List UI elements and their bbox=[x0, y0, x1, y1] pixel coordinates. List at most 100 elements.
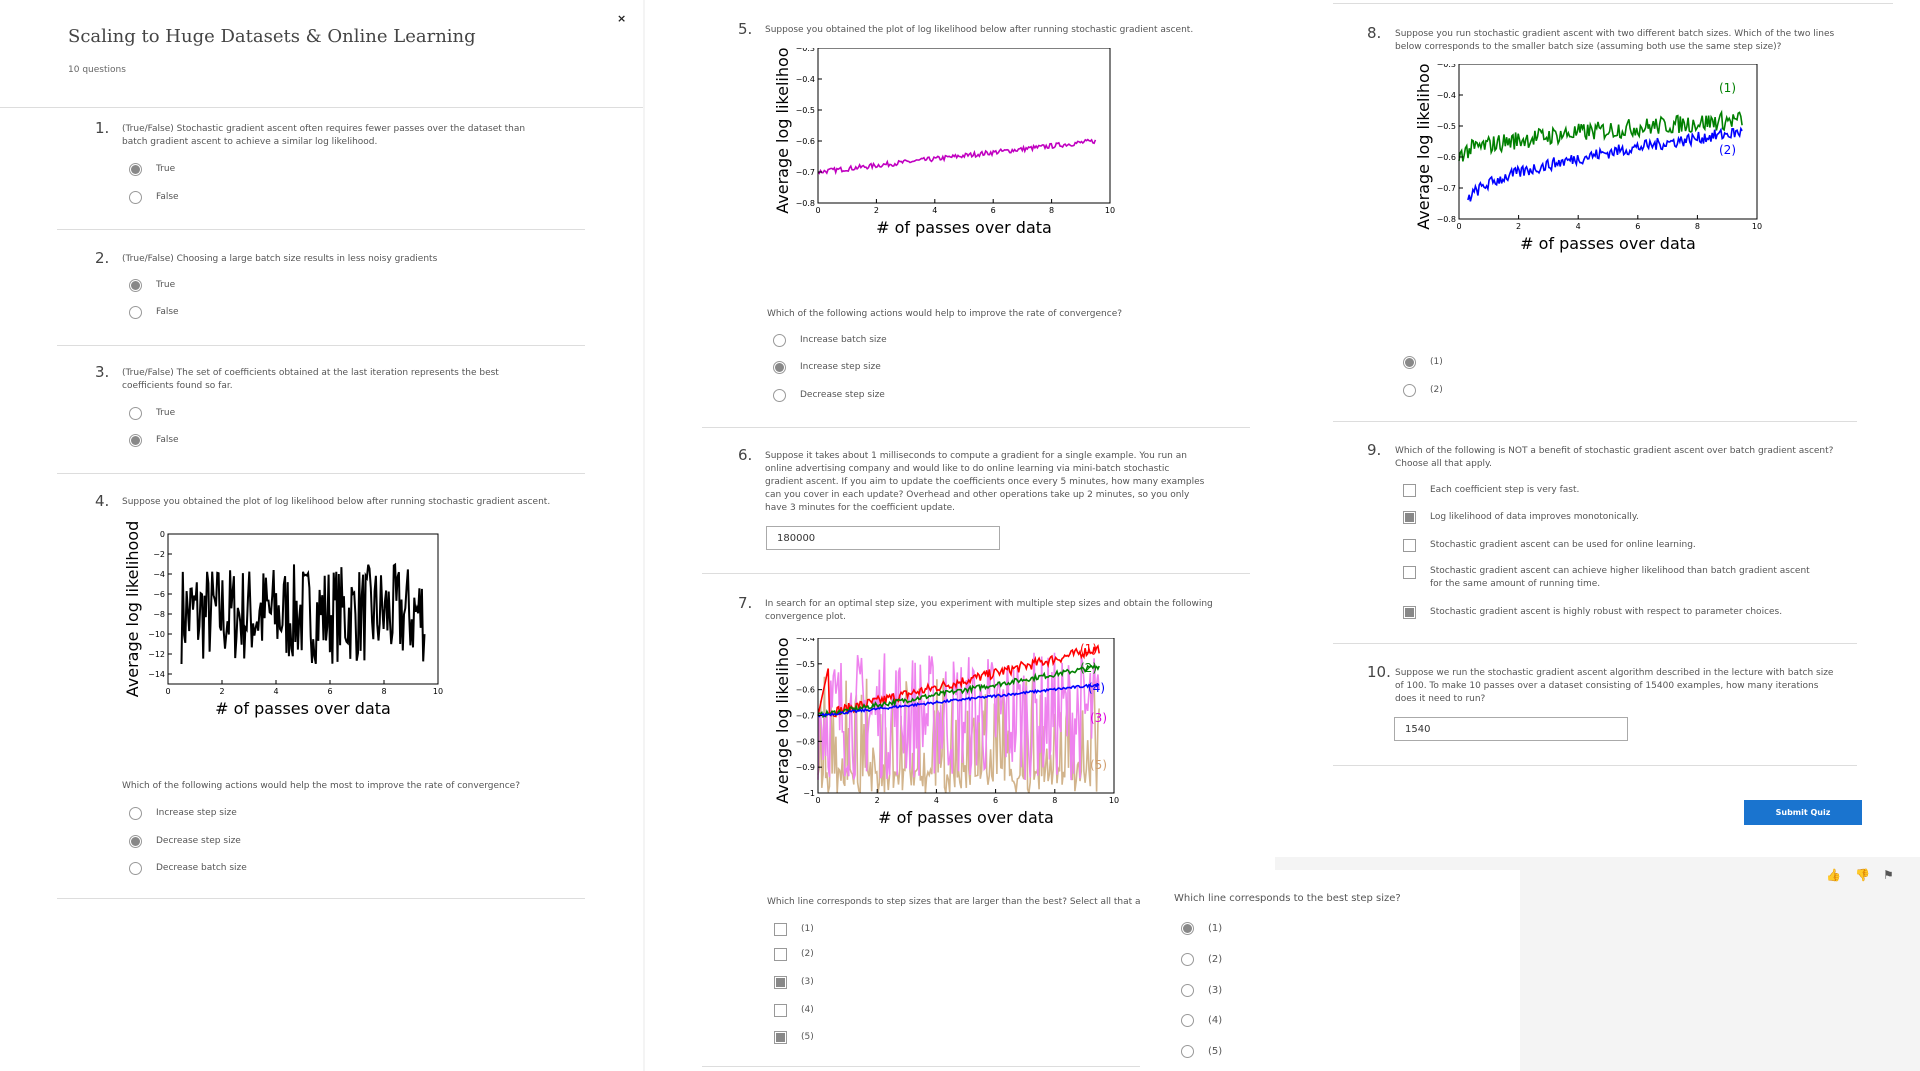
option-label: Stochastic gradient ascent can achieve h… bbox=[1430, 566, 1810, 589]
radio-button[interactable] bbox=[129, 305, 142, 319]
q7b-option-3[interactable]: (3) bbox=[1181, 982, 1222, 998]
radio-button[interactable] bbox=[129, 861, 142, 875]
q5-option-increase-step[interactable]: Increase step size bbox=[773, 359, 881, 375]
question-number: 5. bbox=[738, 20, 753, 38]
q7-series-line-4 bbox=[817, 683, 1100, 718]
radio-button[interactable] bbox=[129, 190, 142, 204]
q5-option-decrease-step[interactable]: Decrease step size bbox=[773, 387, 885, 403]
q5-option-increase-batch[interactable]: Increase batch size bbox=[773, 332, 887, 348]
option-label: True bbox=[156, 408, 176, 418]
checkbox[interactable] bbox=[1403, 510, 1416, 524]
radio-button[interactable] bbox=[773, 360, 786, 374]
series-label: (5) bbox=[1090, 758, 1107, 772]
question-number: 2. bbox=[95, 249, 110, 267]
checkbox[interactable] bbox=[1403, 605, 1416, 619]
radio-button[interactable] bbox=[129, 162, 142, 176]
radio-button[interactable] bbox=[1403, 355, 1416, 369]
divider bbox=[1333, 765, 1857, 766]
q3-option-false[interactable]: False bbox=[129, 432, 179, 448]
q7b-option-4[interactable]: (4) bbox=[1181, 1012, 1222, 1028]
flag-icon[interactable]: ⚑ bbox=[1883, 868, 1894, 882]
question-number: 7. bbox=[738, 594, 753, 612]
q7b-option-1[interactable]: (1) bbox=[1181, 920, 1222, 936]
series-label: (3) bbox=[1090, 711, 1107, 725]
radio-button[interactable] bbox=[129, 806, 142, 820]
radio-button[interactable] bbox=[773, 388, 786, 402]
y-tick-label: −0.3 bbox=[796, 48, 815, 53]
option-label: (1) bbox=[1208, 922, 1223, 934]
q7a-option-5[interactable]: (5) bbox=[774, 1029, 814, 1045]
q7b-option-2[interactable]: (2) bbox=[1181, 951, 1222, 967]
radio-button[interactable] bbox=[1181, 1044, 1194, 1058]
q7b-option-5[interactable]: (5) bbox=[1181, 1043, 1222, 1059]
radio-button[interactable] bbox=[1181, 952, 1194, 966]
y-tick-label: −0.3 bbox=[1437, 64, 1456, 69]
checkbox[interactable] bbox=[774, 975, 787, 989]
q7a-option-2[interactable]: (2) bbox=[774, 946, 814, 962]
option-label: (1) bbox=[1430, 357, 1443, 367]
q1-option-false[interactable]: False bbox=[129, 189, 179, 205]
submit-quiz-button[interactable]: Submit Quiz bbox=[1744, 800, 1862, 825]
radio-button[interactable] bbox=[129, 433, 142, 447]
thumbs-up-icon[interactable]: 👍 bbox=[1826, 868, 1841, 882]
radio-button[interactable] bbox=[129, 278, 142, 292]
thumbs-down-icon[interactable]: 👎 bbox=[1855, 868, 1870, 882]
q1-option-true[interactable]: True bbox=[129, 161, 175, 177]
q4-option-decrease-batch[interactable]: Decrease batch size bbox=[129, 860, 247, 876]
divider bbox=[702, 1066, 1250, 1067]
q7a-option-1[interactable]: (1) bbox=[774, 921, 814, 937]
question-number: 4. bbox=[95, 492, 110, 510]
q2-option-false[interactable]: False bbox=[129, 304, 179, 320]
divider bbox=[0, 107, 643, 108]
question-number: 3. bbox=[95, 363, 110, 381]
q6-answer-input[interactable]: 180000 bbox=[766, 526, 1000, 550]
radio-button[interactable] bbox=[129, 406, 142, 420]
q9-option-1[interactable]: Each coefficient step is very fast. bbox=[1403, 482, 1579, 498]
radio-button[interactable] bbox=[1403, 383, 1416, 397]
q7-chart-svg: 0 2 4 6 8 10 −0.4 −0.5 −0.6 −0.7 −0.8 −0.9 −1 # of pa… bbox=[773, 638, 1119, 827]
q9-option-3[interactable]: Stochastic gradient ascent can be used f… bbox=[1403, 537, 1696, 553]
q8-option-2[interactable]: (2) bbox=[1403, 382, 1443, 398]
checkbox[interactable] bbox=[774, 1003, 787, 1017]
divider bbox=[1333, 643, 1857, 644]
x-tick-label: 8 bbox=[1052, 796, 1057, 805]
q4-option-increase-step[interactable]: Increase step size bbox=[129, 805, 237, 821]
radio-button[interactable] bbox=[1181, 1013, 1194, 1027]
option-label: (3) bbox=[801, 977, 814, 987]
checkbox[interactable] bbox=[774, 947, 787, 961]
q9-option-4[interactable]: Stochastic gradient ascent can achieve h… bbox=[1403, 565, 1810, 593]
x-tick-label: 2 bbox=[874, 206, 879, 215]
q10-answer-input[interactable]: 1540 bbox=[1394, 717, 1628, 741]
radio-button[interactable] bbox=[773, 333, 786, 347]
radio-button[interactable] bbox=[1181, 921, 1194, 935]
q7a-option-4[interactable]: (4) bbox=[774, 1002, 814, 1018]
radio-button[interactable] bbox=[1181, 983, 1194, 997]
radio-button[interactable] bbox=[129, 834, 142, 848]
q7-series-line-2 bbox=[817, 664, 1100, 719]
close-icon[interactable]: × bbox=[617, 12, 627, 25]
y-tick-label: −0.5 bbox=[796, 660, 815, 669]
y-tick-label: −4 bbox=[153, 570, 165, 579]
question-text: (True/False) Stochastic gradient ascent … bbox=[122, 124, 526, 147]
divider bbox=[1333, 3, 1893, 4]
checkbox[interactable] bbox=[1403, 566, 1416, 579]
y-tick-label: −0.7 bbox=[796, 168, 815, 177]
q2-option-true[interactable]: True bbox=[129, 277, 175, 293]
x-tick-label: 0 bbox=[165, 687, 170, 696]
y-tick-label: −0.5 bbox=[796, 106, 815, 115]
q4-option-decrease-step[interactable]: Decrease step size bbox=[129, 833, 241, 849]
q7a-option-3[interactable]: (3) bbox=[774, 974, 814, 990]
checkbox[interactable] bbox=[1403, 538, 1416, 552]
series-label: (1) bbox=[1080, 642, 1097, 656]
option-label: Increase batch size bbox=[800, 335, 887, 345]
x-tick-label: 6 bbox=[991, 206, 996, 215]
checkbox[interactable] bbox=[1403, 483, 1416, 497]
q8-option-1[interactable]: (1) bbox=[1403, 354, 1443, 370]
q3-option-true[interactable]: True bbox=[129, 405, 175, 421]
checkbox[interactable] bbox=[774, 922, 787, 936]
option-label: Log likelihood of data improves monotoni… bbox=[1430, 512, 1639, 522]
q9-option-2[interactable]: Log likelihood of data improves monotoni… bbox=[1403, 509, 1639, 525]
checkbox[interactable] bbox=[774, 1030, 787, 1044]
q9-option-5[interactable]: Stochastic gradient ascent is highly rob… bbox=[1403, 604, 1782, 620]
question-text: Suppose it takes about 1 milliseconds to… bbox=[765, 451, 1205, 513]
